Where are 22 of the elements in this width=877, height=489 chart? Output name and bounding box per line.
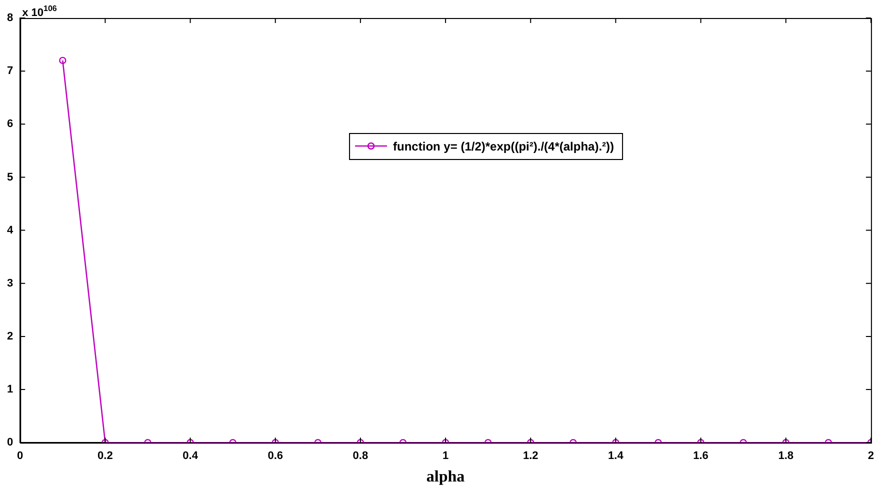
x-tick-label: 0.8 [352, 450, 368, 462]
y-tick-label: 3 [6, 277, 14, 290]
y-tick-label: 7 [6, 65, 14, 78]
x-tick-label: 1.6 [693, 450, 708, 462]
x-tick-label: 0.4 [182, 450, 199, 462]
x-tick-label: 1.2 [522, 450, 538, 462]
x-tick-label: 0.6 [268, 450, 284, 462]
y-tick-label: 6 [6, 118, 14, 130]
legend-label: function y= (1/2)*exp((pi²)./(4*(alpha).²)) [393, 139, 614, 154]
x-axis-title: alpha [426, 468, 465, 486]
y-tick-label: 5 [6, 171, 14, 184]
x-tick-label: 0.2 [98, 450, 113, 462]
x-tick-label: 0 [17, 450, 24, 462]
y-tick-label: 8 [6, 12, 14, 24]
x-tick-label: 1.8 [778, 450, 794, 462]
y-tick-label: 1 [6, 384, 14, 396]
x-tick-label: 2 [868, 450, 874, 462]
x-tick-label: 1 [442, 450, 449, 462]
y-tick-label: 0 [6, 436, 14, 449]
x-tick-label: 1.4 [608, 450, 624, 462]
y-tick-label: 2 [6, 330, 14, 342]
y-tick-label: 4 [6, 224, 14, 236]
